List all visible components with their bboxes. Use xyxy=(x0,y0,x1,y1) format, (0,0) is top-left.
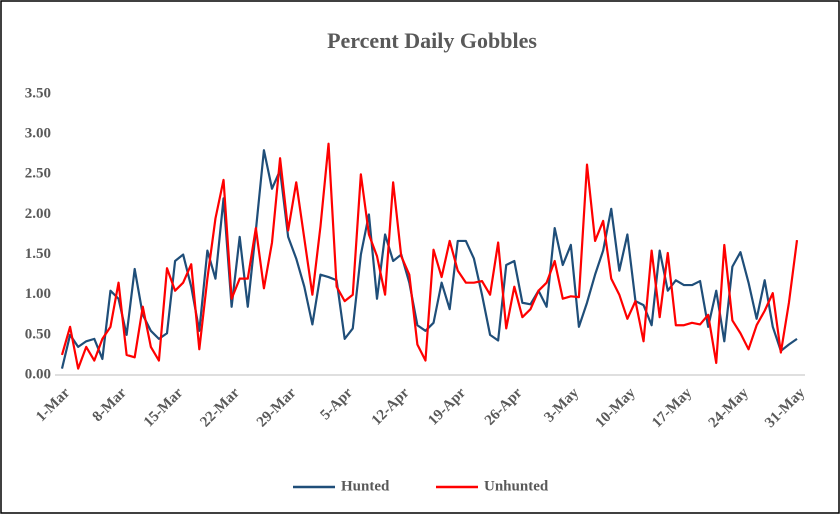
y-tick-label: 3.50 xyxy=(25,85,51,101)
legend-label: Unhunted xyxy=(484,478,549,494)
y-tick-label: 0.00 xyxy=(25,366,51,382)
y-tick-label: 0.50 xyxy=(25,326,51,342)
y-tick-label: 2.00 xyxy=(25,206,51,222)
y-tick-label: 1.00 xyxy=(25,286,51,302)
y-tick-label: 1.50 xyxy=(25,246,51,262)
legend-label: Hunted xyxy=(341,478,390,494)
y-tick-label: 2.50 xyxy=(25,166,51,182)
data-line xyxy=(60,142,799,370)
data-line xyxy=(60,149,798,369)
y-tick-label: 3.00 xyxy=(25,126,51,142)
chart-title: Percent Daily Gobbles xyxy=(327,28,537,53)
